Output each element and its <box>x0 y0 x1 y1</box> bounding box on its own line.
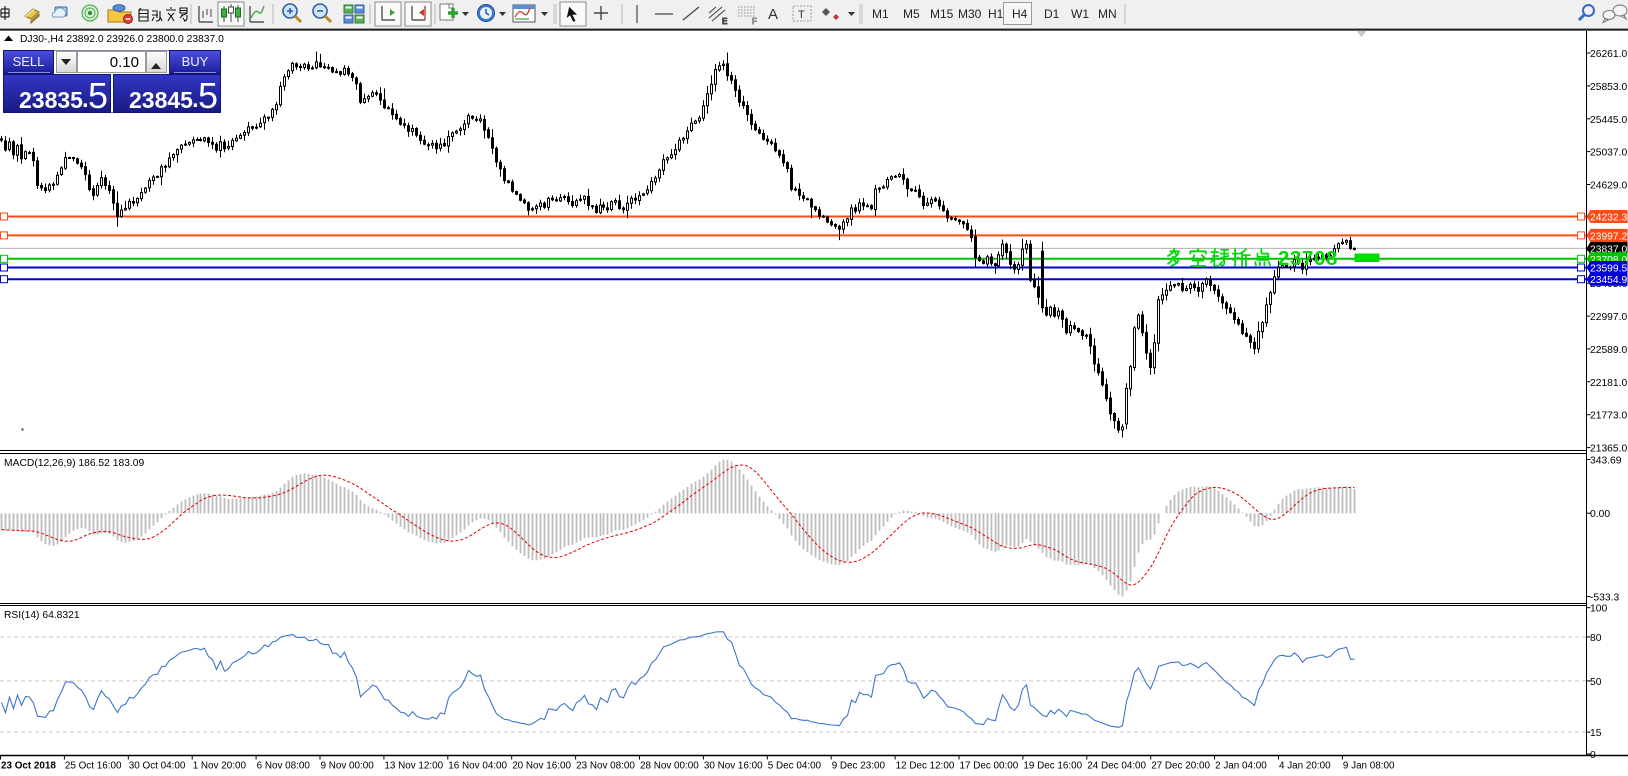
svg-text:E: E <box>722 17 727 26</box>
svg-text:16 Nov 04:00: 16 Nov 04:00 <box>448 761 507 772</box>
svg-text:0.00: 0.00 <box>1590 509 1610 520</box>
svg-text:12 Dec 12:00: 12 Dec 12:00 <box>896 761 955 772</box>
svg-text:30 Nov 16:00: 30 Nov 16:00 <box>704 761 763 772</box>
svg-text:M15: M15 <box>930 7 954 21</box>
svg-text:T: T <box>798 9 805 21</box>
svg-text:21365.0: 21365.0 <box>1590 444 1627 455</box>
svg-text:1 Nov 20:00: 1 Nov 20:00 <box>193 761 247 772</box>
svg-text:H1: H1 <box>988 7 1004 21</box>
svg-text:0: 0 <box>1590 750 1596 761</box>
svg-text:M5: M5 <box>903 7 920 21</box>
svg-text:MN: MN <box>1098 7 1117 21</box>
svg-text:6 Nov 08:00: 6 Nov 08:00 <box>257 761 311 772</box>
svg-text:25 Oct 16:00: 25 Oct 16:00 <box>65 761 122 772</box>
svg-text:DJ30-,H4 23892.0 23926.0 2380: DJ30-,H4 23892.0 23926.0 23800.0 23837.0 <box>20 34 224 45</box>
svg-text:4 Jan 20:00: 4 Jan 20:00 <box>1279 761 1331 772</box>
svg-text:-533.3: -533.3 <box>1590 593 1619 604</box>
svg-text:17 Dec 00:00: 17 Dec 00:00 <box>960 761 1019 772</box>
svg-text:M1: M1 <box>872 7 889 21</box>
svg-text:23708: 23708 <box>1278 247 1338 270</box>
svg-text:25037.0: 25037.0 <box>1590 148 1627 159</box>
svg-text:23 Oct 2018: 23 Oct 2018 <box>1 761 56 772</box>
svg-text:5 Dec 04:00: 5 Dec 04:00 <box>768 761 822 772</box>
svg-text:25445.0: 25445.0 <box>1590 115 1627 126</box>
svg-text:23837.0: 23837.0 <box>1590 244 1627 255</box>
svg-text:80: 80 <box>1590 633 1602 644</box>
svg-text:24 Dec 04:00: 24 Dec 04:00 <box>1087 761 1146 772</box>
svg-text:D1: D1 <box>1044 7 1060 21</box>
svg-text:27 Dec 20:00: 27 Dec 20:00 <box>1151 761 1210 772</box>
svg-text:22589.0: 22589.0 <box>1590 345 1627 356</box>
svg-text:13 Nov 12:00: 13 Nov 12:00 <box>384 761 443 772</box>
svg-text:20 Nov 16:00: 20 Nov 16:00 <box>512 761 571 772</box>
svg-text:24232.3: 24232.3 <box>1590 213 1627 224</box>
svg-text:F: F <box>752 17 757 26</box>
svg-text:M30: M30 <box>958 7 982 21</box>
svg-text:H4: H4 <box>1012 7 1028 21</box>
svg-text:A: A <box>768 6 778 23</box>
svg-text:2 Jan 04:00: 2 Jan 04:00 <box>1215 761 1267 772</box>
svg-text:21773.0: 21773.0 <box>1590 411 1627 422</box>
svg-text:19 Dec 16:00: 19 Dec 16:00 <box>1023 761 1082 772</box>
svg-text:23599.5: 23599.5 <box>1590 264 1627 275</box>
svg-text:9 Nov 00:00: 9 Nov 00:00 <box>321 761 375 772</box>
svg-text:30 Oct 04:00: 30 Oct 04:00 <box>129 761 186 772</box>
svg-text:26261.0: 26261.0 <box>1590 49 1627 60</box>
svg-text:50: 50 <box>1590 677 1602 688</box>
svg-text:28 Nov 00:00: 28 Nov 00:00 <box>640 761 699 772</box>
svg-text:343.69: 343.69 <box>1590 456 1622 467</box>
svg-text:24629.0: 24629.0 <box>1590 181 1627 192</box>
svg-text:W1: W1 <box>1071 7 1089 21</box>
svg-text:22997.0: 22997.0 <box>1590 312 1627 323</box>
svg-text:9 Jan 08:00: 9 Jan 08:00 <box>1343 761 1395 772</box>
svg-text:25853.0: 25853.0 <box>1590 82 1627 93</box>
svg-text:23708.0: 23708.0 <box>1590 255 1627 266</box>
svg-text:15: 15 <box>1590 728 1602 739</box>
svg-text:22181.0: 22181.0 <box>1590 378 1627 389</box>
svg-text:RSI(14) 64.8321: RSI(14) 64.8321 <box>4 610 80 621</box>
svg-text:MACD(12,26,9) 186.52 183.09: MACD(12,26,9) 186.52 183.09 <box>4 458 145 469</box>
svg-text:100: 100 <box>1590 604 1607 615</box>
svg-text:23 Nov 08:00: 23 Nov 08:00 <box>576 761 635 772</box>
svg-text:9 Dec 23:00: 9 Dec 23:00 <box>832 761 886 772</box>
svg-text:23997.2: 23997.2 <box>1590 231 1627 242</box>
svg-text:23454.9: 23454.9 <box>1590 275 1627 286</box>
